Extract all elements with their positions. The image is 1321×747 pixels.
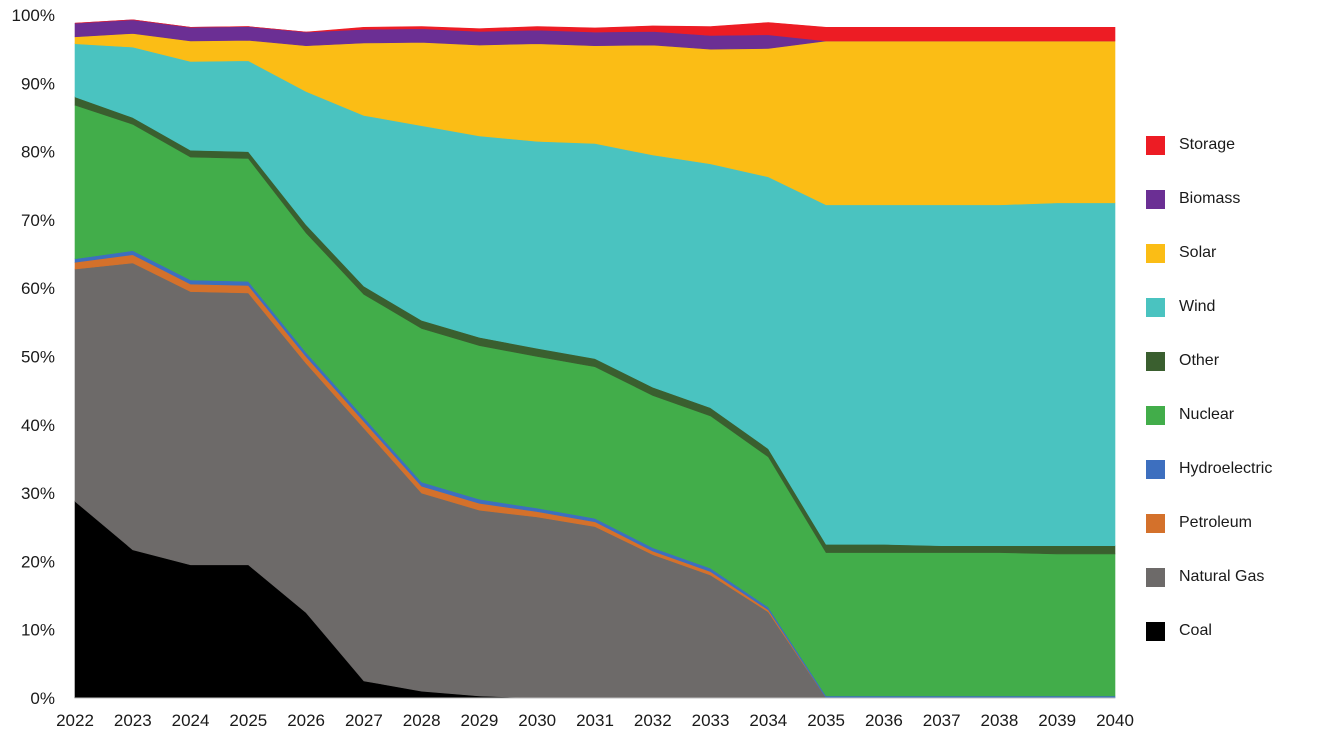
x-tick-label: 2032 [634,711,672,730]
x-tick-label: 2038 [981,711,1019,730]
y-tick-label: 40% [21,416,55,435]
x-tick-label: 2031 [576,711,614,730]
legend-swatch [1146,297,1165,317]
legend-label: Biomass [1179,190,1241,207]
x-tick-label: 2034 [749,711,787,730]
x-tick-label: 2029 [461,711,499,730]
x-tick-label: 2036 [865,711,903,730]
legend-swatch [1146,243,1165,263]
legend-swatch [1146,351,1165,371]
legend-label: Other [1179,352,1220,369]
x-tick-label: 2035 [807,711,845,730]
x-axis-tick-labels: 2022 2023 2024 2025 2026 2027 2028 2029 2030 2031… [56,711,1134,730]
legend-label: Solar [1179,244,1217,261]
x-tick-label: 2023 [114,711,152,730]
x-tick-label: 2033 [692,711,730,730]
legend-item-natural-gas: Natural Gas [1146,550,1272,604]
area-storage [74,19,1116,42]
legend-label: Wind [1179,298,1216,315]
y-tick-label: 80% [21,143,55,162]
legend-item-wind: Wind [1146,280,1272,334]
legend-item-nuclear: Nuclear [1146,388,1272,442]
legend-item-biomass: Biomass [1146,172,1272,226]
x-tick-label: 2027 [345,711,383,730]
legend-label: Storage [1179,136,1236,153]
legend-label: Petroleum [1179,514,1252,531]
y-tick-label: 10% [21,621,55,640]
legend-item-coal: Coal [1146,604,1272,658]
legend-label: Hydroelectric [1179,460,1273,477]
y-tick-label: 60% [21,279,55,298]
y-tick-label: 90% [21,74,55,93]
legend-swatch [1146,135,1165,155]
x-tick-label: 2022 [56,711,94,730]
legend-swatch [1146,621,1165,641]
x-tick-label: 2039 [1038,711,1076,730]
y-tick-label: 20% [21,552,55,571]
legend-swatch [1146,459,1165,479]
legend-item-solar: Solar [1146,226,1272,280]
legend-label: Coal [1179,622,1212,639]
y-tick-label: 50% [21,348,55,367]
y-tick-label: 30% [21,484,55,503]
legend-label: Natural Gas [1179,568,1265,585]
x-tick-label: 2024 [172,711,210,730]
x-tick-label: 2030 [518,711,556,730]
y-tick-label: 100% [12,6,55,25]
y-axis-tick-labels: 0% 10% 20% 30% 40% 50% 60% 70% 80% 90% 100% [12,6,55,708]
legend-swatch [1146,405,1165,425]
x-tick-label: 2037 [923,711,961,730]
legend-swatch [1146,513,1165,533]
x-tick-label: 2040 [1096,711,1134,730]
x-tick-label: 2026 [287,711,325,730]
legend-item-storage: Storage [1146,118,1272,172]
legend-swatch [1146,189,1165,209]
legend: Storage Biomass Solar Wind Other Nuclear Hydro… [1146,118,1272,658]
x-tick-label: 2025 [229,711,267,730]
y-tick-label: 70% [21,211,55,230]
legend-item-other: Other [1146,334,1272,388]
y-tick-label: 0% [30,689,55,708]
legend-item-petroleum: Petroleum [1146,496,1272,550]
legend-item-hydroelectric: Hydroelectric [1146,442,1272,496]
legend-swatch [1146,567,1165,587]
area-layers [74,19,1116,699]
legend-label: Nuclear [1179,406,1235,423]
x-tick-label: 2028 [403,711,441,730]
